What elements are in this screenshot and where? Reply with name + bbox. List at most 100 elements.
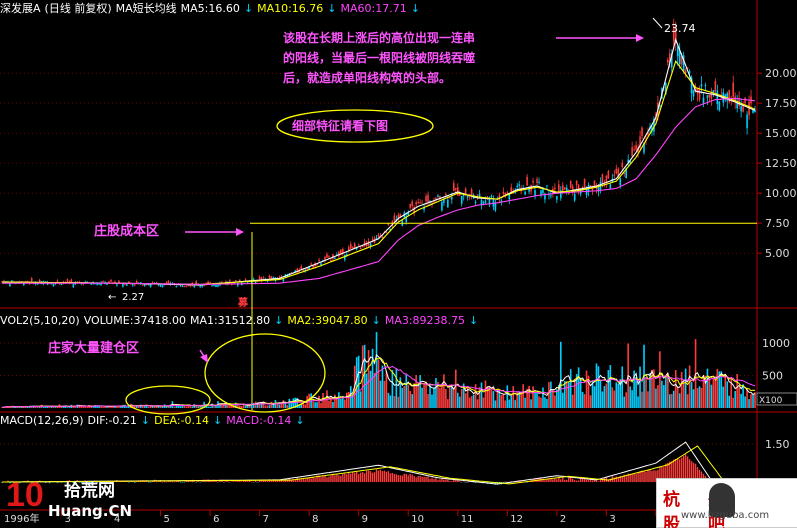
macd-bar: [583, 478, 586, 482]
volume-bar: [550, 381, 552, 408]
macd-bar: [44, 482, 47, 483]
macd-bar: [504, 481, 507, 483]
volume-bar: [175, 404, 178, 408]
volume-bar: [653, 369, 655, 408]
volume-bar: [381, 365, 384, 408]
macd-bar: [455, 480, 457, 482]
macd-bar: [239, 480, 241, 482]
candle-body: [643, 142, 645, 153]
candle-body: [565, 187, 568, 192]
macd-bar: [306, 477, 308, 482]
macd-bar: [229, 482, 231, 483]
candle-body: [597, 187, 600, 192]
macd-bar: [274, 479, 277, 482]
macd-bar: [352, 471, 354, 482]
macd-bar: [98, 481, 100, 483]
volume-bar: [712, 378, 715, 408]
volume-bar: [231, 405, 233, 408]
volume-bar: [663, 385, 665, 408]
candle-body: [480, 199, 483, 206]
macd-bar: [417, 475, 419, 482]
volume-bar: [316, 402, 318, 408]
macd-bar: [451, 481, 453, 482]
candle-body: [674, 30, 677, 44]
macd-bar: [302, 478, 304, 482]
macd-bar: [300, 479, 302, 482]
macd-bar: [375, 469, 378, 482]
volume-bar: [744, 396, 746, 408]
candle-body: [740, 106, 742, 112]
candle-body: [712, 90, 715, 95]
volume-bar: [445, 389, 447, 408]
macd-bar: [694, 463, 697, 482]
candle-body: [417, 202, 419, 204]
volume-bar: [50, 406, 53, 408]
volume-bar: [292, 398, 295, 408]
candle-body: [147, 284, 150, 286]
logo-title: 拾荒网: [64, 481, 115, 501]
candle-body: [591, 188, 594, 192]
y-tick-labels: 20.00 17.50 15.00 12.50 10.00 7.50 5.00 1000 500…: [757, 67, 797, 451]
volume-bar: [304, 404, 306, 408]
macd-bar: [526, 482, 528, 483]
candle-body: [347, 247, 350, 252]
candle-body: [736, 100, 738, 109]
volume-bar: [437, 381, 439, 408]
volume-bar: [320, 402, 322, 408]
volume-bar: [690, 382, 693, 408]
volume-bar: [603, 386, 606, 408]
volume-bar: [518, 391, 520, 408]
macd-bar: [609, 478, 612, 482]
candle-body: [433, 201, 435, 203]
candle-body: [558, 184, 560, 192]
volume-bar: [734, 391, 736, 408]
macd-bar: [354, 472, 356, 482]
candle-body: [635, 145, 637, 150]
macd-bar: [629, 474, 631, 482]
candle-body: [149, 284, 152, 287]
candle-body: [211, 285, 213, 287]
top-annotation-line3: 后，就造成单阳线构筑的头部。: [283, 71, 452, 85]
vol-ma3: MA3:89238.75: [384, 314, 466, 327]
macd-bar: [566, 479, 568, 482]
volume-bar: [641, 391, 643, 408]
macd-bar: [304, 479, 306, 482]
volume-bar: [9, 407, 11, 408]
macd-bar: [577, 480, 580, 482]
volume-bar: [387, 392, 390, 408]
macd-bar: [387, 471, 390, 482]
candle-body: [682, 55, 685, 72]
macd-bar: [104, 482, 106, 483]
candle-body: [304, 269, 306, 271]
candle-body: [698, 88, 701, 100]
macd-bar: [147, 482, 150, 483]
ma5-value: MA5:16.60: [180, 2, 240, 15]
macd-bar: [256, 482, 259, 483]
volume-bar: [385, 371, 388, 408]
candle-body: [405, 216, 408, 223]
candle-body: [318, 259, 320, 262]
macd-bar: [276, 480, 279, 482]
macd-bar: [48, 482, 51, 484]
vol-name: VOL2(5,10,20): [0, 314, 80, 327]
volume-bar: [407, 385, 410, 408]
candle-body: [536, 179, 538, 184]
volume-bar: [647, 391, 649, 408]
candle-body: [187, 285, 190, 287]
volume-bar: [98, 405, 100, 408]
volume-bar: [118, 407, 120, 408]
volume-bar: [197, 406, 199, 408]
macd-bar: [199, 482, 201, 483]
x-axis-label: 2: [560, 514, 566, 525]
volume-bar: [698, 386, 701, 408]
x-axis-label: 7: [263, 514, 269, 525]
candle-body: [365, 243, 368, 246]
candle-body: [704, 84, 707, 86]
candle-body: [108, 281, 110, 283]
candle-body: [579, 188, 582, 194]
candle-body: [324, 256, 326, 261]
macd-bar: [82, 482, 84, 483]
macd-bar: [282, 481, 285, 482]
volume-bar: [633, 370, 635, 408]
